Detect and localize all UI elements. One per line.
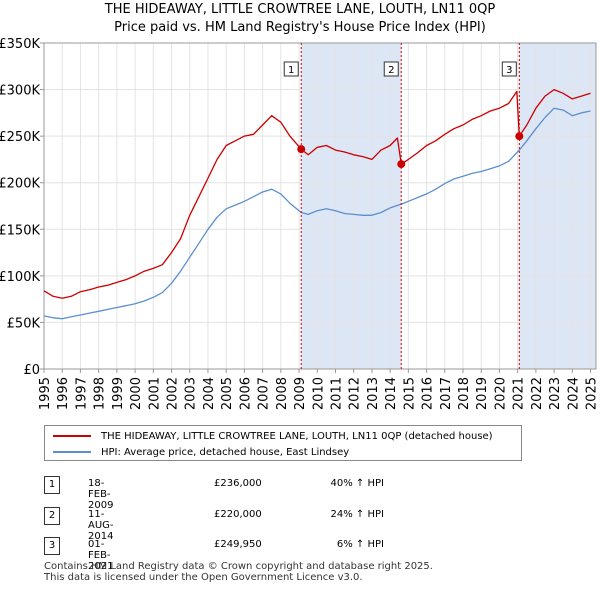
- x-tick-label: 2018: [457, 377, 472, 410]
- sale-marker-box: [383, 61, 399, 77]
- x-tick-label: 2017: [439, 377, 454, 410]
- transaction-date: 11-AUG-2014: [88, 509, 114, 542]
- x-tick-label: 2022: [530, 377, 545, 410]
- property-series-line: [43, 88, 591, 299]
- x-tick-label: 1996: [56, 377, 71, 410]
- footer: Contains HM Land Registry data © Crown c…: [44, 561, 433, 583]
- legend-label-property: THE HIDEAWAY, LITTLE CROWTREE LANE, LOUT…: [101, 430, 493, 442]
- footer-copyright: Contains HM Land Registry data © Crown c…: [44, 561, 433, 572]
- transaction-price: £236,000: [214, 478, 262, 489]
- transaction-number: 3: [44, 537, 60, 555]
- chart-subtitle: Price paid vs. HM Land Registry's House …: [114, 20, 486, 35]
- sale-period-band: [301, 43, 402, 369]
- x-tick-label: 2014: [384, 377, 399, 410]
- sale-marker-label: 3: [506, 65, 512, 76]
- legend-label-hpi: HPI: Average price, detached house, East…: [101, 446, 350, 458]
- y-tick-label: £100K: [0, 270, 40, 285]
- transaction-hpi: 6% ↑ HPI: [336, 539, 384, 550]
- x-tick-label: 2013: [366, 377, 381, 410]
- transaction-date: 18-FEB-2009: [88, 478, 114, 511]
- y-tick-label: £200K: [0, 177, 40, 192]
- legend-item-hpi: HPI: Average price, detached house, East…: [53, 444, 349, 460]
- y-tick-label: £350K: [0, 37, 40, 52]
- legend-item-property: THE HIDEAWAY, LITTLE CROWTREE LANE, LOUT…: [53, 428, 493, 444]
- x-tick-label: 2024: [566, 377, 581, 410]
- sale-point: [515, 132, 524, 141]
- x-tick-label: 2015: [402, 377, 417, 410]
- y-tick-label: £300K: [0, 84, 40, 99]
- x-tick-label: 2000: [129, 377, 144, 410]
- chart-title: THE HIDEAWAY, LITTLE CROWTREE LANE, LOUT…: [104, 2, 496, 17]
- y-tick-label: £50K: [7, 316, 41, 331]
- transaction-price: £249,950: [214, 539, 262, 550]
- x-tick-label: 2005: [220, 377, 235, 410]
- chart: THE HIDEAWAY, LITTLE CROWTREE LANE, LOUT…: [0, 2, 600, 410]
- x-tick-label: 2020: [493, 377, 508, 410]
- x-tick-label: 2009: [293, 377, 308, 410]
- x-tick-label: 2025: [585, 377, 600, 410]
- sale-point: [397, 160, 406, 169]
- sale-marker-box: [283, 61, 299, 77]
- x-tick-label: 2006: [238, 377, 253, 410]
- transaction-number: 1: [44, 476, 60, 494]
- x-tick-label: 2007: [257, 377, 272, 410]
- x-tick-label: 2003: [184, 377, 199, 410]
- sale-marker-box: [501, 61, 517, 77]
- transaction-number: 2: [44, 507, 60, 525]
- x-tick-label: 2008: [275, 377, 290, 410]
- transaction-hpi: 24% ↑ HPI: [330, 509, 384, 520]
- x-tick-label: 2019: [475, 377, 490, 410]
- legend-swatch-property: [53, 435, 91, 437]
- legend: THE HIDEAWAY, LITTLE CROWTREE LANE, LOUT…: [44, 425, 522, 461]
- sale-point: [297, 145, 306, 154]
- sale-marker-label: 1: [288, 65, 294, 76]
- x-tick-label: 2021: [512, 377, 527, 410]
- y-tick-label: £0: [23, 363, 40, 378]
- footer-license: This data is licensed under the Open Gov…: [44, 572, 363, 583]
- x-tick-label: 2010: [311, 377, 326, 410]
- transaction-date: 01-FEB-2021: [88, 539, 114, 572]
- x-tick-label: 1995: [38, 377, 53, 410]
- x-tick-label: 2002: [166, 377, 181, 410]
- hpi-series-line: [43, 107, 591, 320]
- x-tick-label: 1997: [74, 377, 89, 410]
- sale-marker-label: 2: [388, 65, 394, 76]
- sale-period-band: [519, 43, 596, 369]
- x-tick-label: 2012: [348, 377, 363, 410]
- x-tick-label: 2001: [147, 377, 162, 410]
- x-tick-label: 1999: [111, 377, 126, 410]
- x-tick-label: 2016: [421, 377, 436, 410]
- x-tick-label: 2023: [548, 377, 563, 410]
- legend-swatch-hpi: [53, 451, 91, 453]
- transaction-price: £220,000: [214, 509, 262, 520]
- y-tick-label: £250K: [0, 130, 40, 145]
- x-tick-label: 2004: [202, 377, 217, 410]
- transaction-hpi: 40% ↑ HPI: [330, 478, 384, 489]
- x-tick-label: 2011: [329, 377, 344, 410]
- x-tick-label: 1998: [93, 377, 108, 410]
- plot-area: [43, 42, 597, 370]
- y-tick-label: £150K: [0, 223, 40, 238]
